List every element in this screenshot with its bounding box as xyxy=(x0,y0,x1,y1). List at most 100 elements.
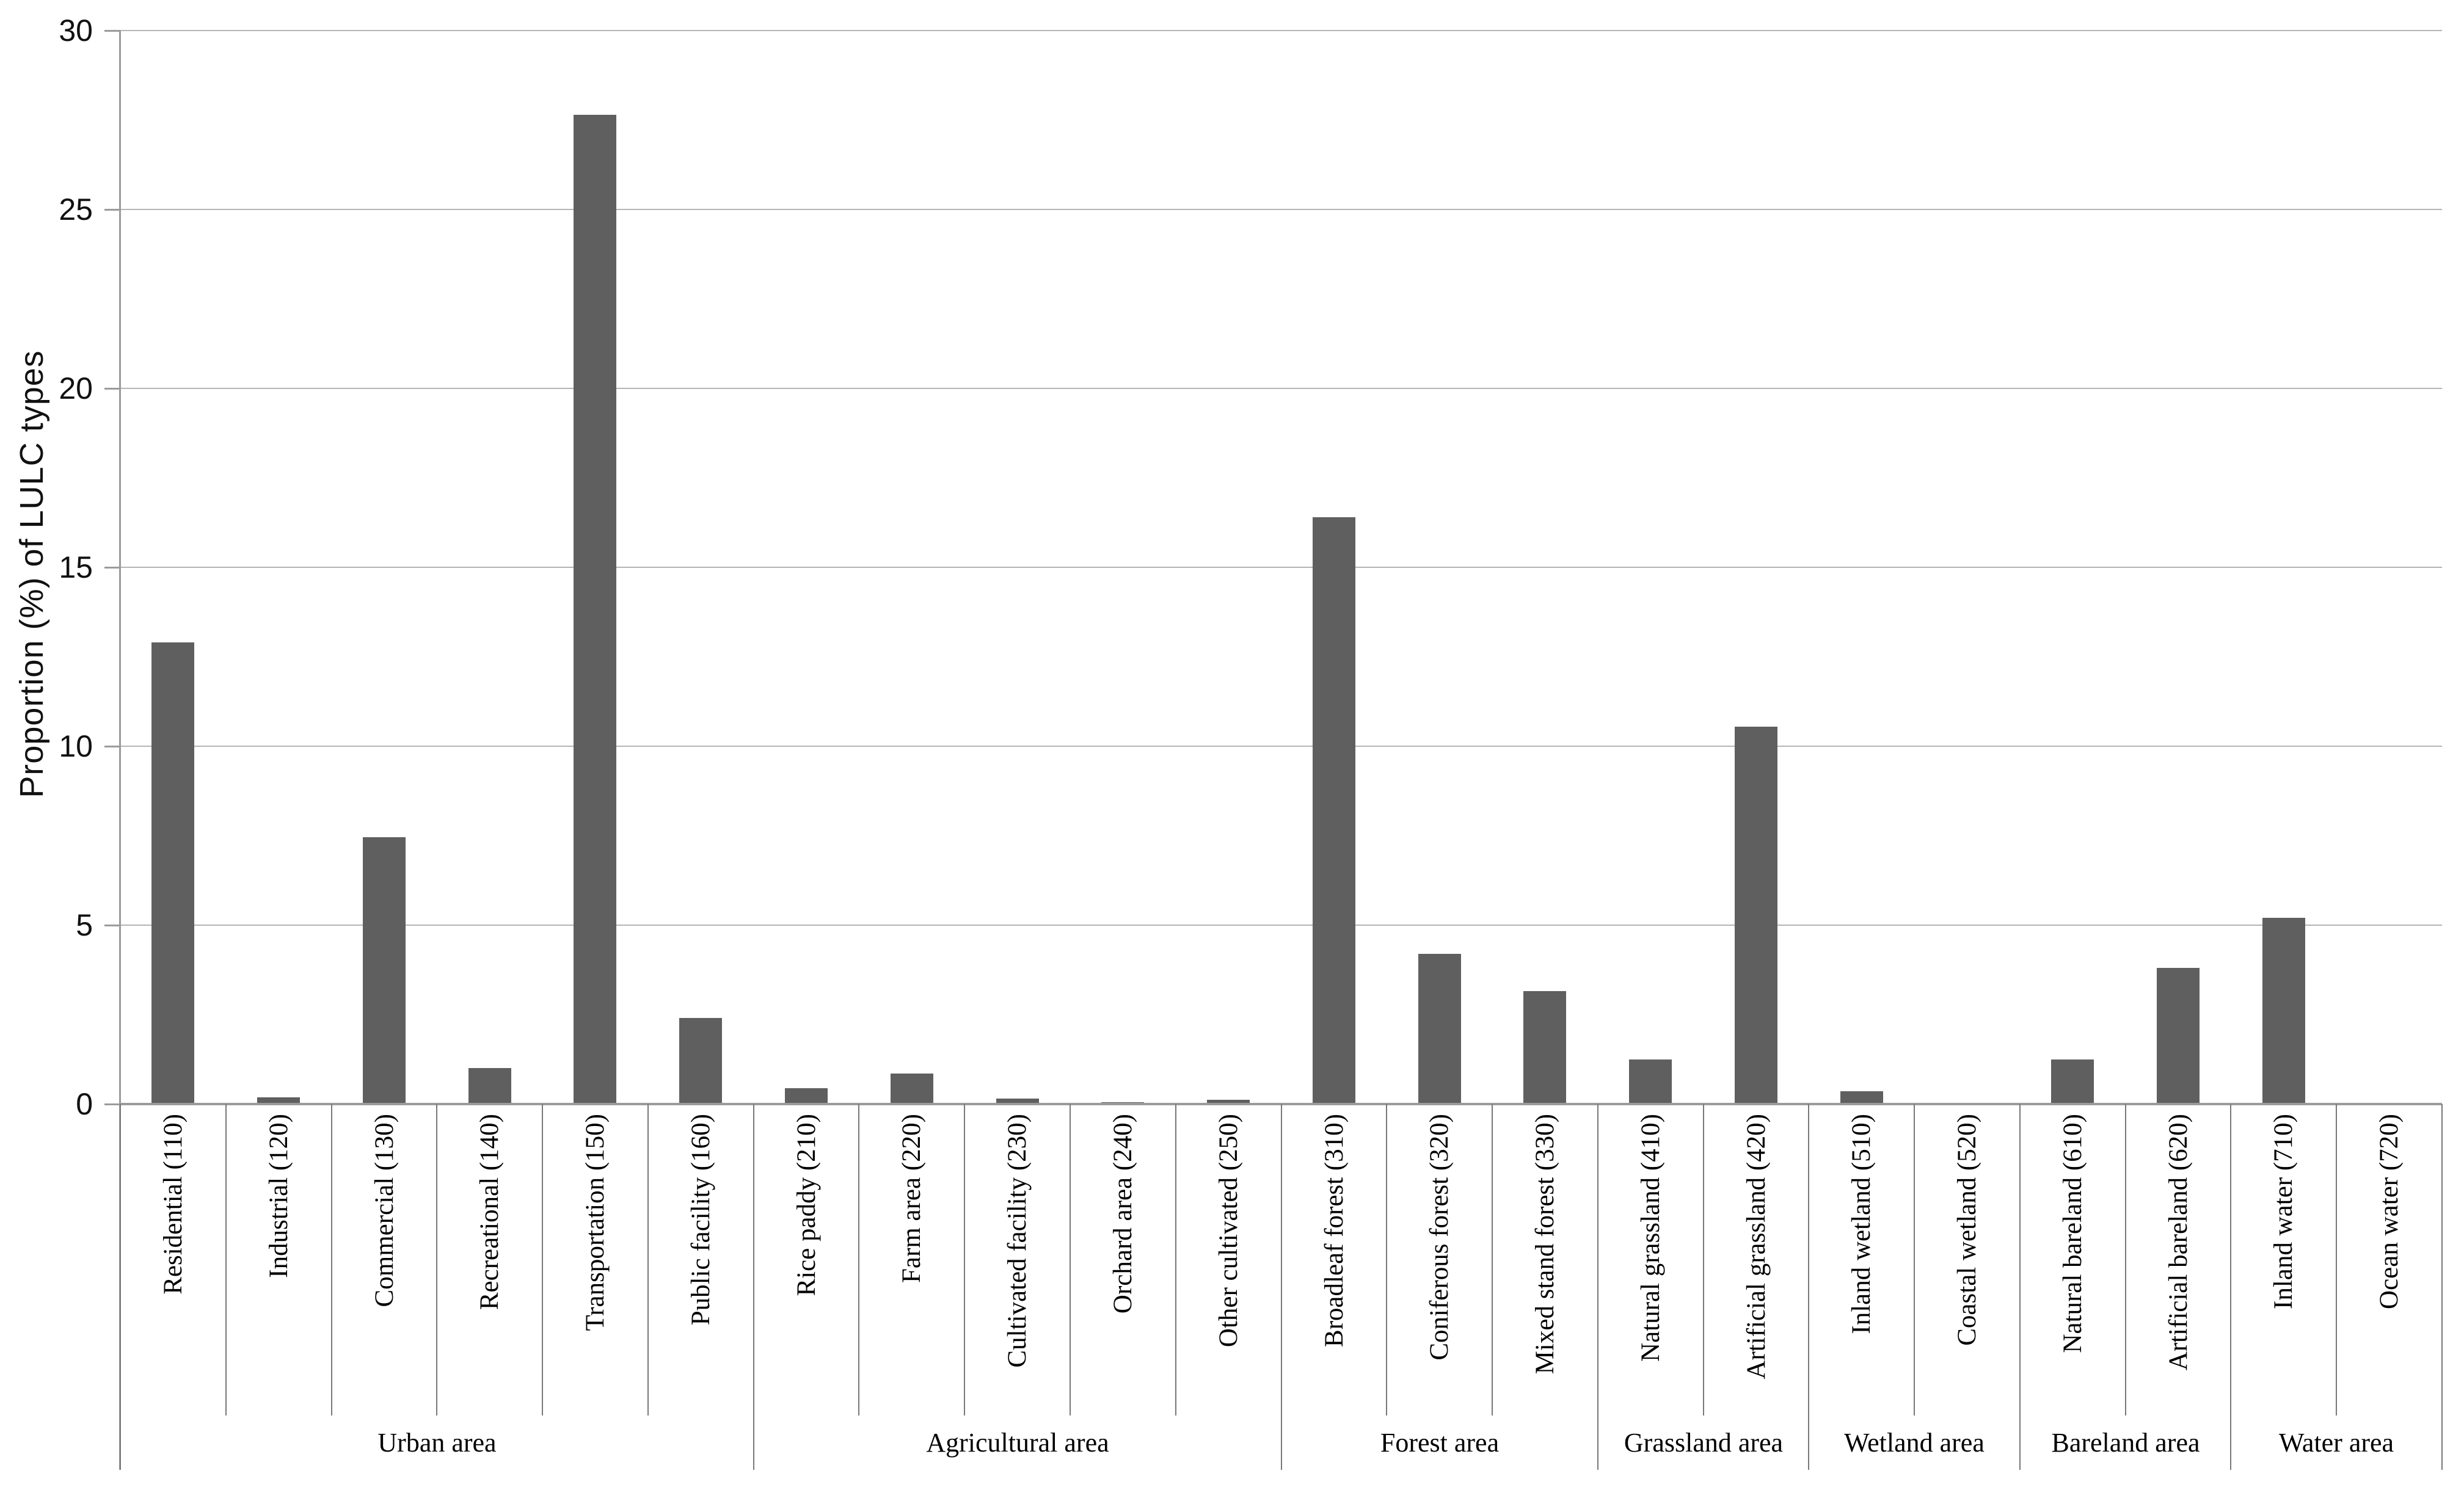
bar-120 xyxy=(257,1097,300,1104)
category-label-cell: Natural bareland (610) xyxy=(2020,1104,2126,1416)
category-label-cell: Inland wetland (510) xyxy=(1809,1104,1914,1416)
category-label: Commercial (130) xyxy=(370,1114,399,1307)
bar-220 xyxy=(891,1074,933,1104)
group-separator xyxy=(2230,1104,2231,1470)
gridline-5 xyxy=(120,925,2442,926)
group-label: Urban area xyxy=(377,1428,497,1458)
category-label: Coastal wetland (520) xyxy=(1953,1114,1981,1346)
category-separator xyxy=(436,1104,437,1416)
category-label: Other cultivated (250) xyxy=(1214,1114,1243,1348)
group-separator xyxy=(2441,1104,2443,1470)
category-separator xyxy=(858,1104,859,1416)
y-tick-label-20: 20 xyxy=(59,371,93,405)
bar-110 xyxy=(151,642,194,1104)
y-tick-mark-30 xyxy=(104,30,120,32)
category-label-cell: Commercial (130) xyxy=(332,1104,437,1416)
gridline-25 xyxy=(120,209,2442,210)
category-label-cell: Natural grassland (410) xyxy=(1598,1104,1704,1416)
category-separator xyxy=(225,1104,227,1416)
group-separator xyxy=(120,1104,121,1470)
category-label-cell: Broadleaf forest (310) xyxy=(1281,1104,1387,1416)
bar-330 xyxy=(1523,991,1566,1104)
category-label-cell: Recreational (140) xyxy=(437,1104,542,1416)
bar-150 xyxy=(574,115,616,1104)
category-label: Public facility (160) xyxy=(687,1114,715,1326)
category-label-cell: Farm area (220) xyxy=(859,1104,964,1416)
group-separator xyxy=(2019,1104,2021,1470)
bar-710 xyxy=(2262,918,2305,1104)
category-separator xyxy=(964,1104,965,1416)
category-separator xyxy=(2125,1104,2126,1416)
category-separator xyxy=(1386,1104,1387,1416)
category-separator xyxy=(1175,1104,1176,1416)
category-label-cell: Rice paddy (210) xyxy=(754,1104,859,1416)
group-label-cell: Wetland area xyxy=(1809,1416,2020,1470)
category-separator xyxy=(1070,1104,1071,1416)
group-separator xyxy=(1281,1104,1282,1470)
category-label-cell: Public facility (160) xyxy=(648,1104,754,1416)
group-label-cell: Bareland area xyxy=(2020,1416,2231,1470)
y-tick-label-0: 0 xyxy=(76,1087,93,1121)
category-label: Farm area (220) xyxy=(897,1114,926,1283)
category-label-cell: Artificial grassland (420) xyxy=(1704,1104,1809,1416)
category-label-cell: Coniferous forest (320) xyxy=(1387,1104,1492,1416)
bar-140 xyxy=(468,1068,511,1104)
y-tick-label-25: 25 xyxy=(59,192,93,227)
group-label: Grassland area xyxy=(1624,1428,1784,1458)
group-label: Wetland area xyxy=(1844,1428,1985,1458)
category-label: Residential (110) xyxy=(159,1114,188,1295)
bar-230 xyxy=(996,1099,1039,1104)
category-separator xyxy=(331,1104,332,1416)
category-label-cell: Orchard area (240) xyxy=(1070,1104,1176,1416)
bar-410 xyxy=(1629,1059,1672,1104)
y-tick-label-30: 30 xyxy=(59,13,93,48)
bar-130 xyxy=(363,837,406,1104)
gridline-10 xyxy=(120,746,2442,747)
gridline-20 xyxy=(120,388,2442,389)
category-label-cell: Mixed stand forest (330) xyxy=(1492,1104,1598,1416)
bar-160 xyxy=(679,1018,722,1104)
category-label-cell: Inland water (710) xyxy=(2231,1104,2336,1416)
group-separator xyxy=(1808,1104,1809,1470)
bar-420 xyxy=(1735,727,1777,1104)
category-separator xyxy=(1492,1104,1493,1416)
y-tick-mark-25 xyxy=(104,209,120,211)
y-axis-line xyxy=(119,31,121,1470)
category-separator xyxy=(1914,1104,1915,1416)
group-label: Water area xyxy=(2278,1428,2394,1458)
category-label: Inland water (710) xyxy=(2269,1114,2298,1309)
y-tick-mark-15 xyxy=(104,567,120,569)
category-label: Rice paddy (210) xyxy=(792,1114,821,1296)
group-label: Agricultural area xyxy=(926,1428,1109,1458)
group-label-cell: Forest area xyxy=(1281,1416,1598,1470)
category-label: Orchard area (240) xyxy=(1109,1114,1137,1314)
category-label: Artificial bareland (620) xyxy=(2164,1114,2193,1371)
category-label: Transportation (150) xyxy=(581,1114,610,1331)
y-tick-label-15: 15 xyxy=(59,550,93,584)
bar-250 xyxy=(1207,1100,1250,1104)
category-label: Cultivated facility (230) xyxy=(1003,1114,1032,1368)
category-label: Industrial (120) xyxy=(264,1114,293,1278)
y-tick-label-10: 10 xyxy=(59,729,93,763)
group-label-cell: Urban area xyxy=(120,1416,754,1470)
category-label-cell: Transportation (150) xyxy=(542,1104,648,1416)
category-separator xyxy=(2336,1104,2337,1416)
y-tick-mark-10 xyxy=(104,746,120,747)
bar-510 xyxy=(1840,1091,1883,1104)
category-separator xyxy=(542,1104,543,1416)
y-tick-label-5: 5 xyxy=(76,908,93,942)
bar-610 xyxy=(2051,1059,2094,1104)
category-label-cell: Other cultivated (250) xyxy=(1176,1104,1281,1416)
category-label: Broadleaf forest (310) xyxy=(1320,1114,1349,1348)
category-label: Natural bareland (610) xyxy=(2058,1114,2087,1353)
category-label-cell: Residential (110) xyxy=(120,1104,226,1416)
bar-210 xyxy=(785,1088,828,1104)
bar-320 xyxy=(1418,954,1461,1104)
category-separator xyxy=(647,1104,649,1416)
group-label-cell: Grassland area xyxy=(1598,1416,1809,1470)
group-separator xyxy=(753,1104,754,1470)
category-label: Artificial grassland (420) xyxy=(1742,1114,1771,1379)
group-label: Forest area xyxy=(1380,1428,1500,1458)
category-label: Natural grassland (410) xyxy=(1636,1114,1665,1362)
group-label: Bareland area xyxy=(2051,1428,2200,1458)
